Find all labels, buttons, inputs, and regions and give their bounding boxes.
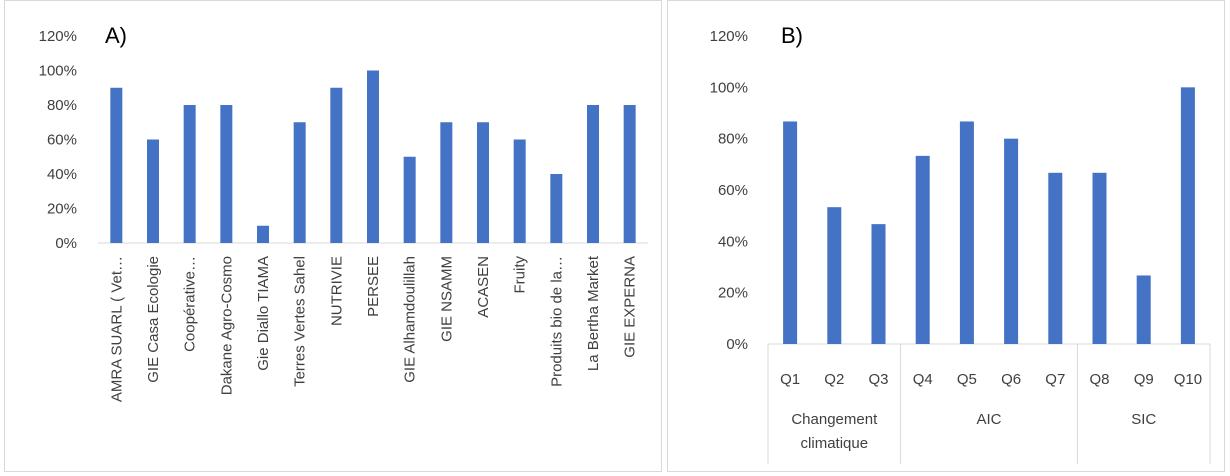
x-tick-label-a: ACASEN [475, 256, 492, 318]
x-tick-label-b: Q5 [957, 371, 977, 388]
chart-a-svg: A) 0% 20% 40% 60% 80% 100% 120% AMRA SUARL ( Vet… [39, 23, 648, 402]
chart-b-svg: B) 0% 20% 40% 60% 80% 100% 120% Q1 Q2 Q3 Q4 Q5 Q6 Q7 Q8… [710, 23, 1211, 464]
y-tick-label-a: 40% [47, 166, 77, 183]
x-tick-label-b: Q9 [1134, 371, 1154, 388]
x-tick-label-b: Q6 [1001, 371, 1021, 388]
bar-a [220, 105, 233, 243]
bar-a [587, 105, 599, 243]
bar-a [367, 70, 379, 243]
x-tick-label-b: Q3 [868, 371, 888, 388]
x-tick-label-b: Q4 [913, 371, 933, 388]
y-tick-label-a: 80% [47, 97, 77, 114]
bar-b [959, 121, 974, 344]
y-tick-label-a: 20% [47, 201, 77, 218]
panel-label-b: B) [781, 23, 803, 48]
bar-a [550, 174, 563, 243]
chart-panel-a: A) 0% 20% 40% 60% 80% 100% 120% AMRA SUARL ( Vet… [4, 0, 662, 472]
group-label-b: AIC [976, 411, 1001, 428]
group-label-b: Changement [791, 411, 878, 428]
bar-b [1180, 87, 1195, 344]
x-tick-label-a: La Bertha Market [585, 255, 602, 371]
y-tick-label-a: 0% [55, 235, 77, 252]
bar-b [1004, 138, 1019, 344]
bar-b [1048, 172, 1063, 344]
y-tick-label-b: 0% [726, 336, 748, 353]
bar-a [183, 105, 196, 243]
x-tick-label-a: Gie Diallo TIAMA [255, 256, 272, 371]
x-tick-label-a: GIE EXPERNA [622, 256, 639, 358]
bar-a [623, 105, 636, 243]
y-tick-label-b: 100% [710, 79, 748, 96]
panel-label-a: A) [105, 23, 127, 48]
bar-b [1092, 172, 1107, 344]
x-tick-label-a: GIE Casa Ecologie [145, 256, 162, 383]
bar-a [513, 139, 526, 243]
bar-a [257, 225, 269, 243]
x-tick-label-a: Coopérative… [182, 256, 199, 352]
y-tick-label-b: 40% [718, 233, 748, 250]
x-tick-label-b: Q10 [1174, 371, 1202, 388]
x-tick-label-b: Q2 [824, 371, 844, 388]
bar-a [147, 139, 159, 243]
bar-b [827, 207, 842, 344]
x-tick-label-a: Dakane Agro-Cosmo [218, 256, 235, 395]
x-tick-label-b: Q8 [1089, 371, 1109, 388]
y-tick-label-a: 60% [47, 132, 77, 149]
bar-b [915, 155, 930, 344]
x-tick-label-b: Q1 [780, 371, 800, 388]
y-tick-label-a: 100% [39, 63, 77, 80]
y-tick-label-b: 60% [718, 182, 748, 199]
x-tick-label-a: GIE NSAMM [438, 256, 455, 342]
bar-a [440, 122, 453, 243]
bar-a [110, 87, 123, 243]
bar-a [477, 122, 489, 243]
x-tick-label-a: Terres Vertes Sahel [292, 256, 309, 387]
y-tick-label-b: 20% [718, 285, 748, 302]
x-tick-label-a: Fruity [512, 256, 529, 294]
x-tick-label-a: GIE Alhamdoulillah [402, 256, 419, 383]
y-tick-label-b: 120% [710, 28, 748, 45]
group-label-b: climatique [801, 435, 869, 452]
group-label-b: SIC [1131, 411, 1156, 428]
bar-b [783, 121, 798, 344]
x-tick-label-a: AMRA SUARL ( Vet… [108, 256, 125, 402]
y-tick-label-a: 120% [39, 28, 77, 45]
chart-panel-b: B) 0% 20% 40% 60% 80% 100% 120% Q1 Q2 Q3 Q4 Q5 Q6 Q7 Q8… [667, 0, 1225, 472]
bar-b [1136, 275, 1151, 344]
x-tick-label-b: Q7 [1045, 371, 1065, 388]
bar-b [871, 224, 886, 344]
y-tick-label-b: 80% [718, 131, 748, 148]
bar-a [330, 87, 343, 243]
x-tick-label-a: Produits bio de la… [548, 256, 565, 387]
bar-a [403, 156, 416, 243]
x-tick-label-a: PERSEE [365, 256, 382, 317]
x-tick-label-a: NUTRIVIE [328, 256, 345, 326]
bar-a [293, 122, 306, 243]
